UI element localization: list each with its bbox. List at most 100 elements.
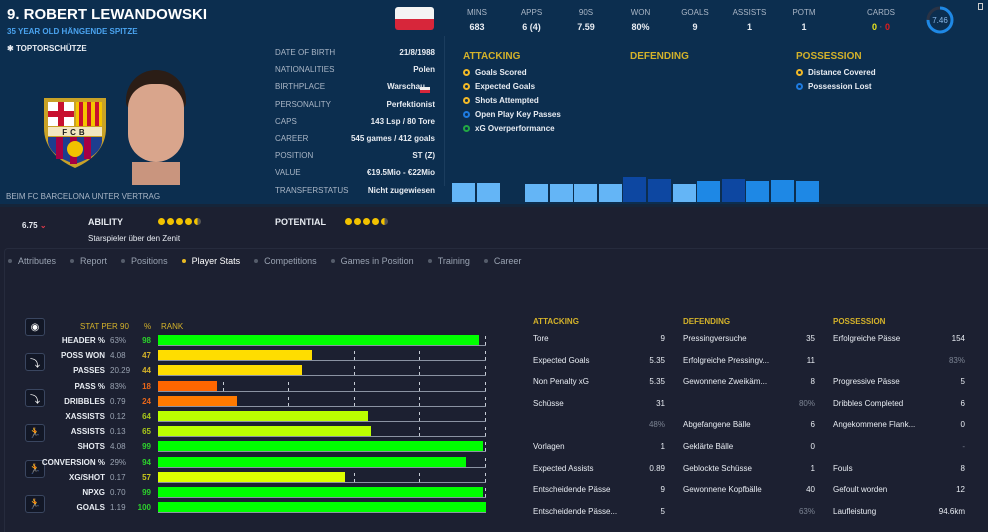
stat-value: 6 bbox=[960, 398, 965, 408]
form-bar[interactable] bbox=[721, 179, 745, 202]
player-subtitle: 35 YEAR OLD HÄNGENDE SPITZE bbox=[7, 27, 138, 36]
header-stat-value: 1 bbox=[801, 22, 807, 32]
stat-name: PASSES bbox=[73, 366, 105, 376]
star-icon bbox=[167, 218, 174, 225]
stat-value: 5 bbox=[960, 377, 965, 387]
form-bar[interactable] bbox=[771, 180, 794, 202]
tab-games-in-position[interactable]: Games in Position bbox=[330, 256, 414, 266]
stat-column-title: ATTACKING bbox=[533, 317, 579, 326]
nationality-flag bbox=[395, 7, 434, 30]
tab-positions[interactable]: Positions bbox=[121, 256, 168, 266]
rank-bar bbox=[158, 350, 486, 362]
stat-name: HEADER % bbox=[61, 336, 105, 345]
form-bar[interactable] bbox=[525, 184, 548, 202]
stat-label: Abgefangene Bälle bbox=[683, 420, 751, 430]
header-stat-value: 80% bbox=[631, 22, 650, 32]
tab-career[interactable]: Career bbox=[483, 256, 521, 266]
highlight-toggle[interactable]: Open Play Key Passes bbox=[463, 110, 561, 119]
info-label: BIRTHPLACE bbox=[275, 82, 326, 92]
tab-report[interactable]: Report bbox=[70, 256, 107, 266]
stat-name: POSS WON bbox=[60, 351, 105, 361]
star-icon bbox=[345, 218, 352, 225]
info-label: POSITION bbox=[275, 151, 314, 161]
stat-value: 35 bbox=[806, 334, 815, 343]
form-bar[interactable] bbox=[623, 177, 647, 202]
toggle-dot-icon bbox=[796, 83, 803, 90]
star-icon bbox=[363, 218, 370, 225]
stat-value: 154 bbox=[951, 334, 965, 343]
stat-value: 0 bbox=[810, 442, 815, 451]
form-bar[interactable] bbox=[672, 184, 696, 202]
toggle-dot-icon bbox=[463, 111, 470, 118]
top-scorer-badge: ✱ TOPTORSCHÜTZE bbox=[7, 44, 87, 53]
header-stat-label: MINS bbox=[467, 8, 487, 17]
form-chart bbox=[452, 170, 819, 207]
rank-tick bbox=[419, 412, 421, 421]
rank-bar bbox=[158, 456, 486, 468]
stat-label: Pressingversuche bbox=[683, 334, 747, 343]
attacking-legend: Goals Scored Expected Goals Shots Attempte… bbox=[463, 68, 561, 138]
form-bar[interactable] bbox=[549, 184, 573, 202]
trash-icon[interactable] bbox=[978, 3, 983, 10]
rank-tick bbox=[419, 472, 421, 482]
stat-rank: 18 bbox=[142, 381, 151, 391]
form-bar[interactable] bbox=[746, 181, 770, 202]
highlight-toggle[interactable]: xG Overperformance bbox=[463, 124, 561, 133]
header-stat-value: 683 bbox=[469, 22, 485, 32]
highlight-toggle[interactable]: Goals Scored bbox=[463, 68, 561, 77]
rank-tick bbox=[485, 396, 486, 406]
highlight-toggle[interactable]: Shots Attempted bbox=[463, 96, 561, 105]
stat-value: 0.13 bbox=[110, 427, 126, 437]
stat-value: 4.08 bbox=[110, 351, 126, 361]
tab-competitions[interactable]: Competitions bbox=[254, 256, 317, 266]
stat-label: Erfolgreiche Pressingv... bbox=[683, 355, 770, 365]
position-role-icon[interactable]: 🏃 bbox=[25, 495, 45, 513]
rank-tick bbox=[485, 381, 486, 391]
tab-attributes[interactable]: Attributes bbox=[8, 256, 56, 266]
highlight-label: xG Overperformance bbox=[475, 124, 555, 133]
position-role-icon[interactable]: ⤵ bbox=[25, 389, 45, 407]
stat-name: NPXG bbox=[82, 488, 105, 497]
rank-tick bbox=[485, 472, 486, 482]
stat-value: 1.19 bbox=[110, 503, 126, 513]
rank-tick bbox=[485, 488, 486, 497]
form-bar[interactable] bbox=[598, 184, 622, 202]
position-role-icon[interactable]: 🏃 bbox=[25, 424, 45, 442]
rank-bar-fill bbox=[158, 456, 467, 467]
rank-tick bbox=[353, 351, 355, 361]
stat-value: 6 bbox=[810, 420, 815, 430]
position-role-icon[interactable]: ⤵ bbox=[25, 353, 45, 371]
form-bar[interactable] bbox=[452, 183, 475, 202]
info-label: PERSONALITY bbox=[275, 99, 332, 109]
stat-rank: 98 bbox=[142, 336, 151, 345]
tab-bar: Attributes Report Positions Player Stats Com… bbox=[8, 256, 535, 266]
form-bar[interactable] bbox=[697, 181, 721, 202]
star-icon bbox=[176, 218, 183, 225]
stat-value: - bbox=[962, 442, 965, 451]
stat-value: 0.79 bbox=[110, 396, 126, 406]
potential-stars bbox=[345, 217, 390, 227]
form-bar[interactable] bbox=[574, 184, 598, 202]
position-role-icon[interactable]: 🏃 bbox=[25, 460, 45, 478]
tab-dot-icon bbox=[8, 259, 12, 263]
stat-label: Expected Assists bbox=[533, 463, 594, 473]
stat-value: 63% bbox=[798, 506, 815, 516]
highlight-toggle[interactable]: Expected Goals bbox=[463, 82, 561, 91]
rank-bar bbox=[158, 502, 486, 514]
header-rank: RANK bbox=[161, 322, 184, 331]
form-bar[interactable] bbox=[648, 179, 671, 202]
tab-training[interactable]: Training bbox=[427, 256, 470, 266]
position-role-icon[interactable]: ◉ bbox=[25, 318, 45, 336]
svg-text:7.46: 7.46 bbox=[932, 16, 948, 25]
contract-status: BEIM FC BARCELONA UNTER VERTRAG bbox=[6, 192, 161, 201]
current-ability-value: 6.75 ⌄ bbox=[22, 221, 47, 230]
highlight-toggle[interactable]: Possession Lost bbox=[796, 82, 876, 91]
form-bar[interactable] bbox=[477, 183, 500, 202]
tab-dot-icon bbox=[427, 259, 432, 263]
info-value: ST (Z) bbox=[412, 151, 435, 161]
stat-value: 8 bbox=[960, 463, 965, 473]
tab-player-stats[interactable]: Player Stats bbox=[181, 256, 240, 266]
highlight-toggle[interactable]: Distance Covered bbox=[796, 68, 876, 77]
form-bar[interactable] bbox=[795, 181, 819, 202]
average-rating-ring: 7.46 bbox=[926, 6, 954, 34]
